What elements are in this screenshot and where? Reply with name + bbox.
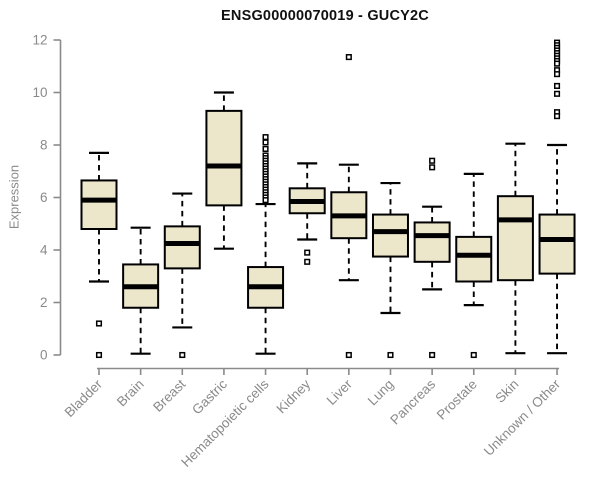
outlier-point (429, 351, 436, 359)
chart-title: ENSG00000070019 - GUCY2C (221, 8, 429, 24)
x-tick-label: Unknown / Other (481, 376, 564, 459)
outlier-point (345, 54, 352, 61)
box-prostate (455, 235, 493, 283)
outlier-point (553, 90, 561, 97)
outlier-point (387, 351, 394, 359)
x-tick-label: Breast (150, 376, 188, 414)
outlier-point (262, 145, 269, 152)
y-tick-label: 12 (32, 33, 47, 48)
outlier-point (553, 71, 561, 78)
outlier-point (262, 134, 269, 141)
x-tick-label: Gastric (189, 376, 230, 417)
box-unknown-other (538, 213, 576, 275)
y-tick-label: 2 (40, 295, 48, 310)
outlier-point (470, 351, 477, 359)
outlier-point (553, 60, 561, 67)
outlier-point (429, 157, 436, 164)
outlier-point (179, 351, 186, 359)
x-tick-label: Prostate (434, 377, 480, 423)
outlier-point (429, 164, 436, 171)
box-pancreas (413, 221, 451, 263)
outlier-point (553, 82, 561, 89)
outlier-point (553, 113, 561, 120)
outlier-point (304, 249, 311, 256)
x-tick-label: Bladder (62, 376, 106, 420)
box-bladder (80, 179, 118, 230)
x-tick-label: Lung (365, 377, 397, 409)
x-tick-label: Liver (324, 376, 356, 408)
outlier-point (262, 139, 269, 146)
box-breast (163, 225, 201, 270)
x-tick-label: Kidney (274, 376, 314, 416)
x-tick-label: Pancreas (387, 376, 438, 427)
box-gastric (205, 109, 243, 207)
x-tick-label: Skin (492, 377, 521, 406)
y-tick-label: 10 (32, 85, 47, 100)
y-tick-label: 4 (40, 243, 48, 258)
y-tick-label: 0 (40, 348, 48, 363)
y-tick-label: 6 (40, 190, 48, 205)
y-tick-label: 8 (40, 138, 48, 153)
outlier-point (304, 258, 311, 265)
outlier-point (262, 197, 269, 204)
outlier-point (95, 351, 103, 359)
outlier-point (345, 351, 352, 359)
outlier-point (95, 320, 103, 327)
box-lung (371, 213, 409, 258)
x-tick-label: Brain (114, 377, 147, 410)
box-skin (496, 195, 534, 282)
